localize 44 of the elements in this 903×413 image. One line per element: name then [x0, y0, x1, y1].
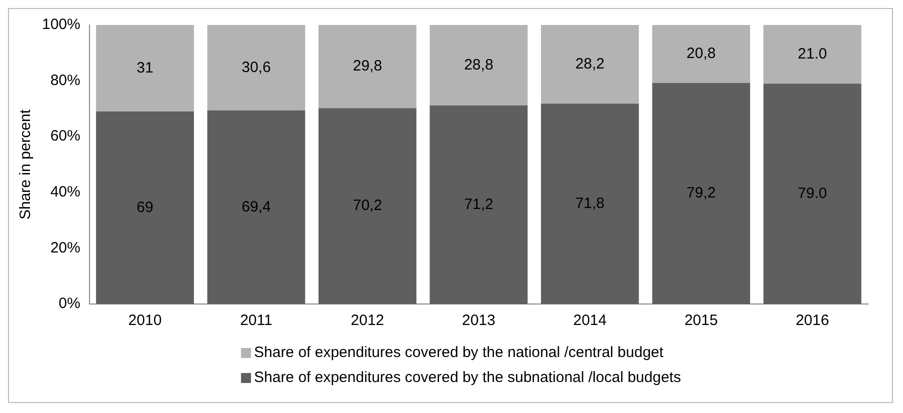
data-label: 69,4 [242, 198, 271, 216]
bar [652, 25, 750, 84]
data-label: 79.0 [798, 184, 827, 202]
data-label: 70,2 [352, 197, 382, 214]
legend-label: Share of expenditures covered by the subnational /local budgets [254, 368, 681, 388]
data-label: 29,8 [352, 58, 382, 75]
bar [763, 84, 862, 304]
bar [430, 25, 528, 106]
bar [652, 83, 750, 304]
y-tick-label: 100% [42, 16, 80, 34]
y-axis-title: Share in percent [17, 108, 34, 220]
bar [96, 25, 194, 112]
data-label: 71,8 [575, 194, 605, 212]
x-tick-label: 2013 [462, 312, 496, 330]
data-label: 21.0 [798, 45, 827, 62]
data-label: 28,8 [464, 56, 494, 74]
data-label: 28,2 [575, 55, 605, 72]
bar [430, 105, 528, 304]
bar [763, 25, 862, 84]
y-tick-label: 80% [50, 72, 80, 89]
bar [318, 108, 416, 304]
data-label: 31 [136, 59, 154, 76]
data-label: 69 [136, 198, 154, 216]
data-label: 71,2 [464, 196, 494, 213]
x-tick-label: 2016 [796, 312, 830, 330]
bar [207, 25, 306, 110]
bar [318, 25, 416, 108]
y-tick-label: 60% [50, 128, 80, 145]
data-label: 20,8 [686, 45, 716, 62]
x-tick-label: 2014 [573, 312, 607, 330]
x-tick-label: 2011 [240, 312, 272, 330]
bar [207, 110, 306, 304]
x-tick-label: 2012 [350, 312, 384, 330]
data-label: 30,6 [242, 58, 271, 76]
bar [96, 111, 194, 304]
x-tick-label: 2010 [128, 312, 162, 330]
y-tick-label: 20% [50, 239, 80, 256]
data-label: 79,2 [686, 184, 716, 202]
legend-label: Share of expenditures covered by the national /central budget [254, 343, 664, 363]
bar [540, 25, 639, 104]
y-tick-label: 40% [50, 184, 80, 201]
x-tick-label: 2015 [684, 312, 718, 330]
bar [540, 104, 639, 304]
y-tick-label: 0% [58, 295, 80, 312]
